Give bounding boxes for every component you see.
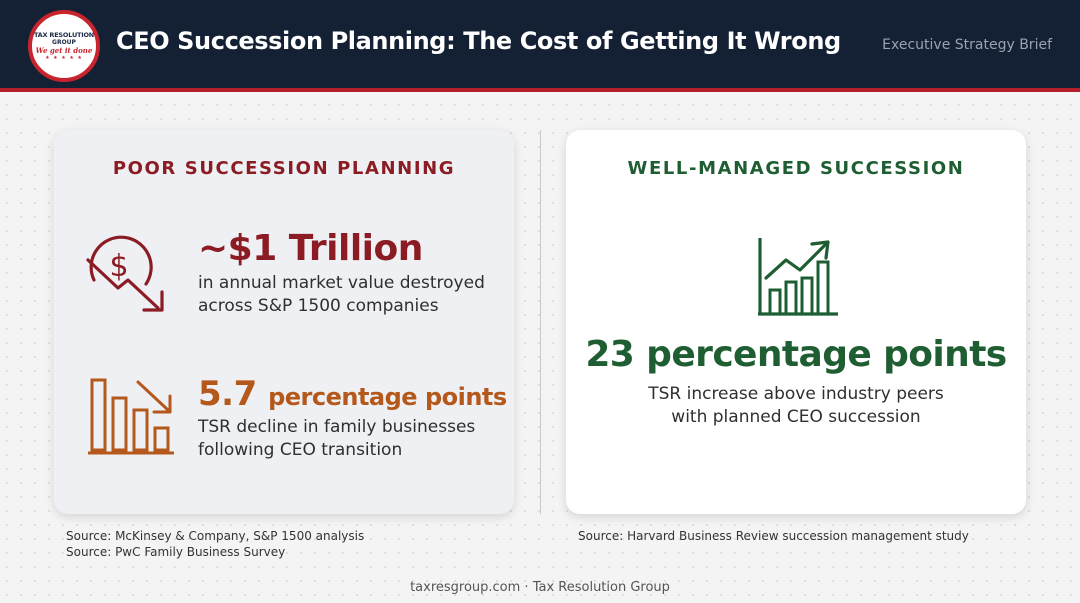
right-source: Source: Harvard Business Review successi… (578, 528, 969, 544)
market-value-desc-line-2: across S&P 1500 companies (198, 296, 439, 316)
tsr-decline-desc-line-1: TSR decline in family businesses (198, 417, 476, 437)
tsr-increase-stat: 23 percentage points (585, 334, 1007, 375)
poor-succession-heading: POOR SUCCESSION PLANNING (112, 158, 456, 179)
logo-stars: ★ ★ ★ ★ ★ (45, 54, 83, 61)
card-divider (540, 130, 541, 514)
source-pwc: Source: PwC Family Business Survey (66, 545, 286, 559)
source-hbr: Source: Harvard Business Review successi… (578, 529, 969, 543)
poor-succession-card: POOR SUCCESSION PLANNING $ ~$1 Trillion … (54, 130, 514, 514)
tsr-decline-stat: 5.7 percentage points (198, 374, 507, 414)
svg-text:$: $ (109, 249, 128, 284)
logo-line-1: TAX RESOLUTION (33, 30, 95, 39)
well-managed-succession-card: WELL-MANAGED SUCCESSION 23 percentage po… (566, 130, 1026, 514)
dollar-decline-icon: $ (86, 235, 164, 312)
market-value-stat: ~$1 Trillion (198, 228, 423, 269)
left-sources: Source: McKinsey & Company, S&P 1500 ana… (66, 528, 364, 560)
header-bar: TAX RESOLUTION GROUP We get it done ★ ★ … (0, 0, 1080, 92)
tsr-decline-number: 5.7 (198, 374, 257, 414)
growth-chart-icon (758, 238, 838, 316)
page-title: CEO Succession Planning: The Cost of Get… (116, 27, 841, 55)
tsr-decline-desc-line-2: following CEO transition (198, 440, 403, 460)
page-subtitle: Executive Strategy Brief (882, 37, 1052, 53)
tsr-decline-unit: percentage points (268, 383, 507, 411)
tsr-decline-description: TSR decline in family businesses followi… (198, 416, 475, 462)
declining-bar-chart-icon (88, 378, 174, 455)
tsr-increase-desc-line-2: with planned CEO succession (671, 407, 921, 427)
market-value-desc-line-1: in annual market value destroyed (198, 273, 485, 293)
footer-text: taxresgroup.com · Tax Resolution Group (410, 580, 670, 595)
source-mckinsey: Source: McKinsey & Company, S&P 1500 ana… (66, 529, 365, 543)
well-managed-heading: WELL-MANAGED SUCCESSION (627, 158, 965, 179)
tsr-increase-description: TSR increase above industry peers with p… (566, 383, 1026, 429)
company-logo[interactable]: TAX RESOLUTION GROUP We get it done ★ ★ … (28, 10, 100, 82)
market-value-description: in annual market value destroyed across … (198, 272, 485, 318)
tsr-increase-desc-line-1: TSR increase above industry peers (648, 384, 944, 404)
logo-tagline: We get it done (35, 45, 93, 55)
logo-line-2: GROUP (52, 38, 76, 46)
